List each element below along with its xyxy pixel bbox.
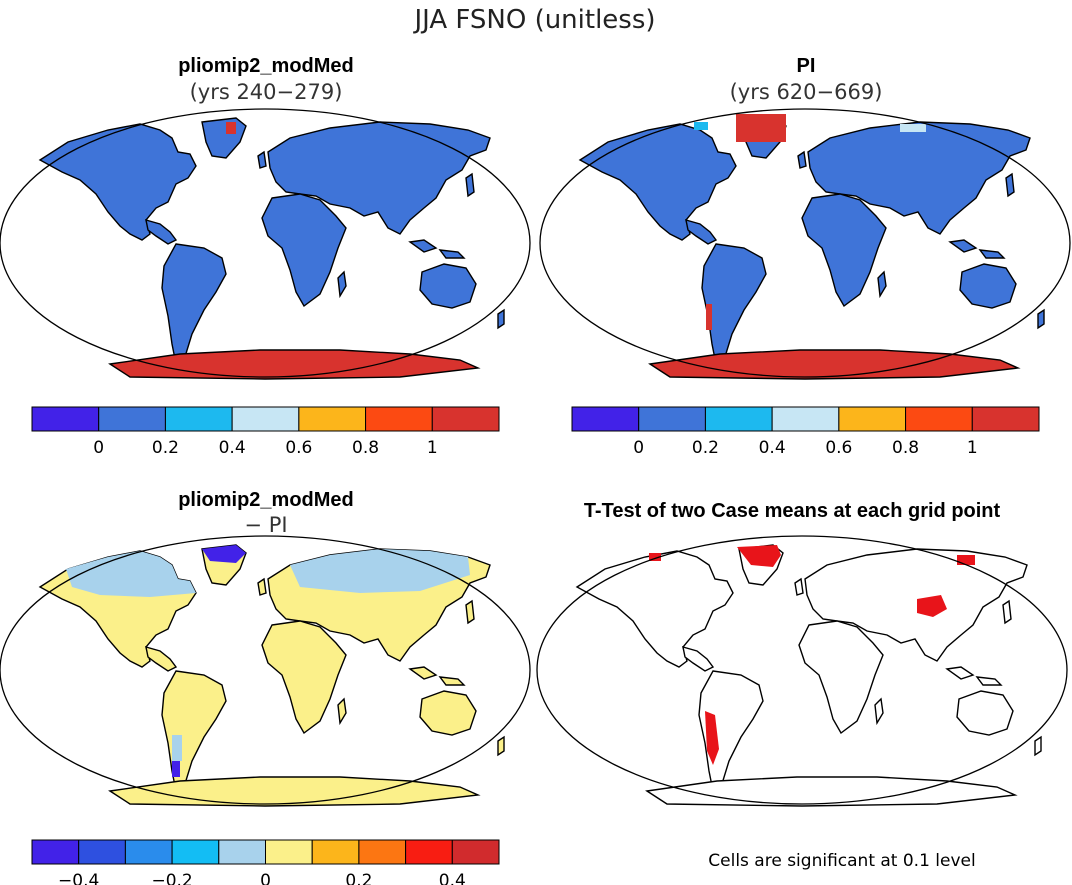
colorbar-swatch (31, 406, 100, 432)
colorbar-swatch (265, 839, 313, 865)
colorbar-tick-label: 1 (967, 438, 978, 458)
main-title: JJA FSNO (unitless) (412, 5, 655, 35)
colorbar-swatch (31, 839, 80, 865)
colorbar-tick-label: 0 (260, 871, 271, 885)
panel-subtitle: (yrs 620−669) (730, 80, 883, 104)
colorbar-tick-label: 0.4 (759, 438, 786, 458)
highlight-patch (900, 124, 926, 132)
colorbar-tick-label: 0.8 (352, 438, 379, 458)
colorbar-swatch (124, 839, 173, 865)
colorbar-tick-label: 0.6 (825, 438, 852, 458)
land-fill (576, 544, 1042, 792)
colorbar-swatch (298, 406, 367, 432)
panel-pi: PI (yrs 620−669) (539, 55, 1071, 380)
colorbar-top-left: 0 0.2 0.4 0.6 0.8 1 (31, 406, 500, 458)
panel-t-test: T-Test of two Case means at each grid po… (536, 500, 1068, 871)
colorbar-tick-label: 0.2 (345, 871, 372, 885)
significant-cells (649, 553, 661, 561)
colorbar-swatch (98, 406, 166, 432)
colorbar-swatch (451, 839, 500, 865)
colorbar-swatch (771, 406, 840, 432)
panel-title: T-Test of two Case means at each grid po… (584, 500, 1001, 522)
antarctica-fill (646, 776, 1016, 807)
colorbar-tick-label: 0.6 (285, 438, 312, 458)
panel-title: pliomip2_modMed (178, 489, 354, 511)
colorbar-swatch (638, 406, 706, 432)
map-border (539, 108, 1071, 378)
colorbar-tick-label: 0 (93, 438, 104, 458)
panel-pliomip2-modmed: pliomip2_modMed (yrs 240−279) (0, 55, 531, 380)
land-fill (39, 117, 505, 365)
highlight-patch (202, 545, 246, 563)
colorbar-top-right: 0 0.2 0.4 0.6 0.8 1 (571, 406, 1040, 458)
colorbar-difference: −0.4 −0.2 0 0.2 0.4 (31, 839, 500, 885)
highlight-patch (66, 551, 196, 597)
colorbar-swatch (971, 406, 1040, 432)
significant-cells (917, 595, 947, 617)
colorbar-swatch (311, 839, 360, 865)
antarctica-fill (649, 349, 1019, 380)
panel-difference: pliomip2_modMed − PI (0, 489, 531, 807)
colorbar-swatch (431, 406, 500, 432)
colorbar-swatch (78, 839, 126, 865)
colorbar-tick-label: 0.2 (152, 438, 179, 458)
antarctica-fill (109, 349, 479, 380)
highlight-patch (706, 304, 712, 330)
significant-cells (957, 555, 975, 565)
antarctica-fill (109, 776, 479, 807)
colorbar-tick-label: 0.8 (892, 438, 919, 458)
colorbar-swatch (571, 406, 640, 432)
map-border (536, 535, 1068, 805)
colorbar-swatch (171, 839, 220, 865)
colorbar-tick-label: 0 (633, 438, 644, 458)
colorbar-swatch (358, 839, 407, 865)
colorbar-tick-label: −0.2 (151, 871, 192, 885)
highlight-patch (172, 761, 180, 777)
map-frame (0, 535, 531, 807)
colorbar-swatch (838, 406, 907, 432)
panel-subtitle: (yrs 240−279) (190, 80, 343, 104)
significance-note: Cells are significant at 0.1 level (708, 851, 975, 871)
colorbar-tick-label: 0.4 (219, 438, 246, 458)
significant-cells (737, 545, 781, 567)
highlight-patch (172, 735, 182, 761)
colorbar-swatch (405, 839, 453, 865)
colorbar-swatch (365, 406, 433, 432)
map-border (0, 535, 531, 805)
colorbar-swatch (164, 406, 233, 432)
highlight-patch (290, 549, 470, 593)
highlight-patch (736, 114, 786, 142)
colorbar-swatch (905, 406, 973, 432)
panel-subtitle: − PI (244, 513, 287, 537)
colorbar-swatch (704, 406, 773, 432)
map-border (0, 108, 531, 378)
map-frame (536, 535, 1068, 807)
land-fill (579, 117, 1045, 365)
panel-title: PI (797, 55, 816, 77)
colorbar-swatch (218, 839, 267, 865)
panel-title: pliomip2_modMed (178, 55, 354, 77)
colorbar-tick-label: 0.2 (692, 438, 719, 458)
map-frame (0, 108, 531, 380)
highlight-patch (226, 122, 236, 134)
colorbar-tick-label: −0.4 (58, 871, 99, 885)
highlight-patch (694, 122, 708, 130)
colorbar-swatch (231, 406, 300, 432)
colorbar-tick-label: 1 (427, 438, 438, 458)
colorbar-tick-label: 0.4 (439, 871, 466, 885)
significant-cells (705, 711, 719, 765)
map-frame (539, 108, 1071, 380)
